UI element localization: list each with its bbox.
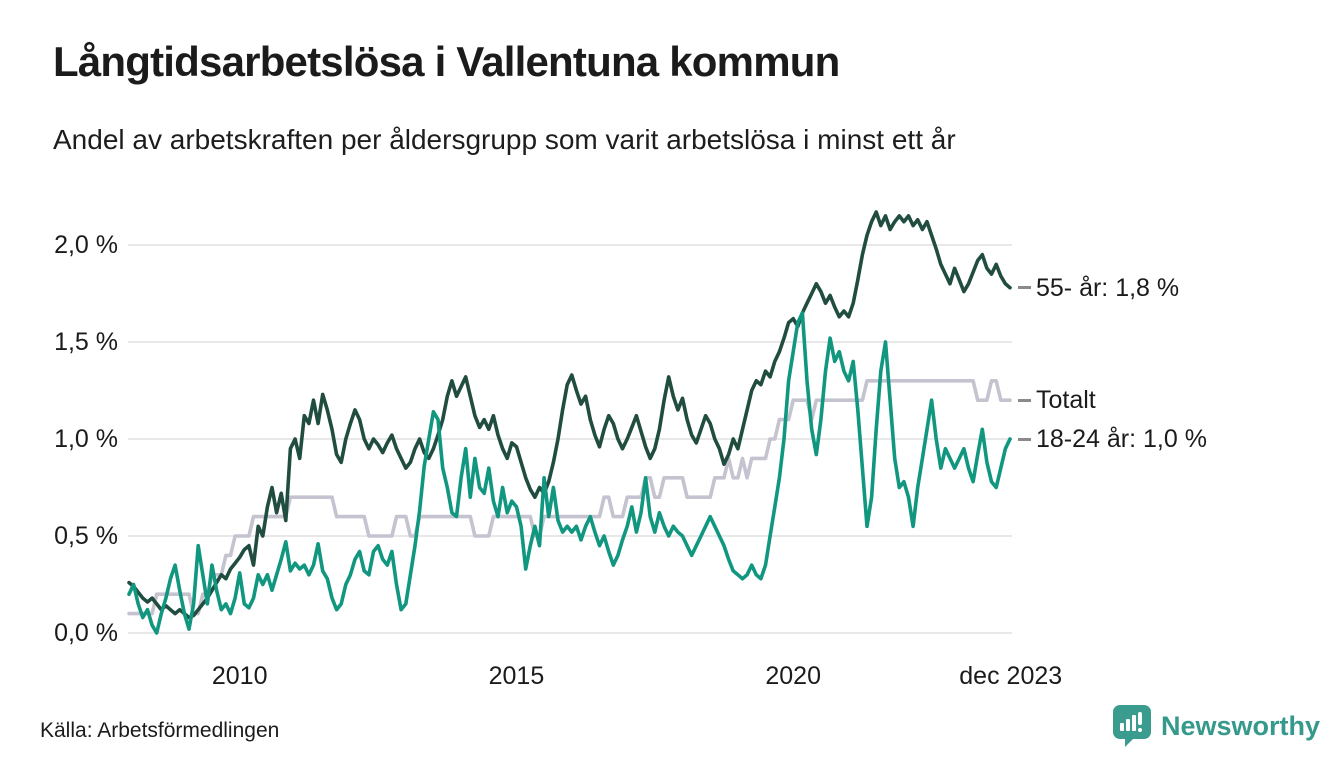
end-label-tick (1018, 286, 1031, 290)
series-end-label: 18-24 år: 1,0 % (1018, 423, 1207, 455)
x-axis-tick-label: dec 2023 (959, 662, 1063, 690)
x-axis-tick-label: 2015 (488, 662, 545, 690)
end-label-tick (1018, 398, 1031, 402)
source-note: Källa: Arbetsförmedlingen (40, 719, 280, 742)
series-line-18-24-r (127, 311, 1012, 635)
end-label-tick (1018, 437, 1031, 441)
newsworthy-icon (1113, 705, 1151, 747)
brand-name: Newsworthy (1161, 710, 1321, 741)
series-end-label: 55- år: 1,8 % (1018, 272, 1179, 304)
y-axis-tick-label: 2,0 % (54, 231, 118, 259)
page-title: Långtidsarbetslösa i Vallentuna kommun (53, 38, 840, 85)
brand-logo: Newsworthy (1112, 704, 1320, 748)
series-line-55-r (127, 210, 1012, 620)
y-axis-tick-label: 1,0 % (54, 425, 118, 453)
y-axis-tick-label: 0,5 % (54, 522, 118, 550)
end-label-text: 55- år: 1,8 % (1036, 273, 1180, 302)
series-end-label: Totalt (1018, 384, 1096, 416)
y-axis-tick-label: 0,0 % (54, 619, 118, 647)
end-label-text: 18-24 år: 1,0 % (1036, 425, 1207, 453)
series-line-totalt (127, 379, 1012, 616)
x-axis-tick-label: 2020 (765, 662, 821, 690)
y-axis-tick-label: 1,5 % (54, 328, 118, 356)
page-subtitle: Andel av arbetskraften per åldersgrupp s… (53, 124, 956, 155)
x-axis-tick-label: 2010 (211, 662, 268, 690)
end-label-text: Totalt (1036, 386, 1096, 415)
